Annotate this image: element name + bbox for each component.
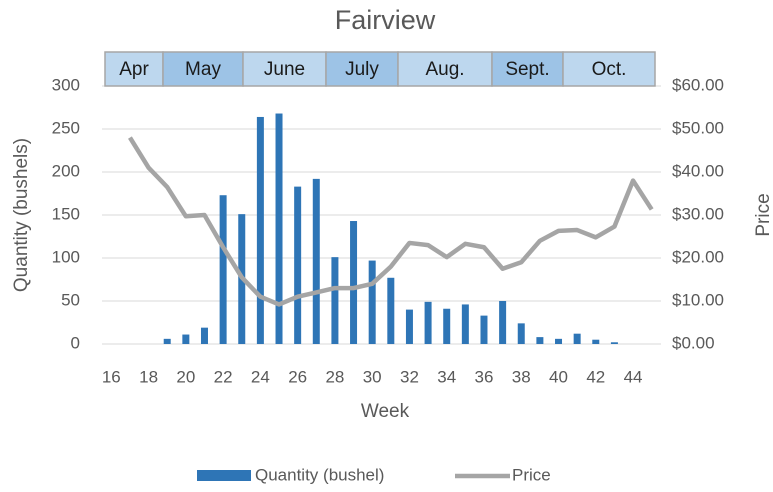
x-tick-label: 20 — [176, 367, 195, 386]
y-tick-label: 100 — [52, 247, 80, 266]
x-tick-label: 34 — [437, 367, 456, 386]
y-tick-label: 200 — [52, 161, 80, 180]
bar — [275, 113, 283, 345]
y-axis-title: Quantity (bushels) — [11, 138, 32, 292]
bar — [182, 334, 190, 344]
x-tick-label: 24 — [251, 367, 270, 386]
y-tick-label: 300 — [52, 75, 80, 94]
month-box — [491, 51, 564, 87]
month-box — [104, 51, 164, 87]
bar — [405, 309, 413, 344]
bar — [424, 301, 432, 344]
month-box — [562, 51, 656, 87]
bar — [294, 186, 302, 344]
x-tick-label: 22 — [214, 367, 233, 386]
month-label: Oct. — [592, 59, 627, 80]
x-tick-label: 28 — [325, 367, 344, 386]
y2-tick-label: $60.00 — [672, 75, 724, 94]
x-tick-label: 40 — [549, 367, 568, 386]
month-box — [162, 51, 244, 87]
bar — [350, 221, 358, 344]
month-label: Aug. — [425, 59, 464, 80]
bar — [461, 304, 469, 344]
bar — [499, 301, 507, 344]
y2-tick-label: $10.00 — [672, 290, 724, 309]
y2-tick-label: $30.00 — [672, 204, 724, 223]
bar — [368, 260, 376, 344]
bar — [163, 338, 171, 344]
y-tick-label: 150 — [52, 204, 80, 223]
y-tick-label: 250 — [52, 118, 80, 137]
bar — [480, 315, 488, 344]
legend-label: Quantity (bushel) — [255, 465, 384, 484]
x-tick-label: 16 — [102, 367, 121, 386]
y2-tick-label: $0.00 — [672, 333, 715, 352]
bar — [312, 178, 320, 344]
x-tick-label: 36 — [475, 367, 494, 386]
x-tick-label: 38 — [512, 367, 531, 386]
x-tick-label: 30 — [363, 367, 382, 386]
bar — [610, 342, 618, 344]
month-label: May — [185, 59, 221, 80]
x-tick-label: 32 — [400, 367, 419, 386]
month-label: Apr — [119, 59, 149, 80]
bar — [443, 308, 451, 344]
y2-tick-label: $20.00 — [672, 247, 724, 266]
month-label: July — [345, 59, 379, 80]
month-box — [242, 51, 327, 87]
month-label: Sept. — [505, 59, 549, 80]
x-axis-title: Week — [361, 401, 410, 422]
bar — [387, 277, 395, 344]
bar — [536, 337, 544, 344]
y-tick-label: 0 — [71, 333, 80, 352]
y2-tick-label: $40.00 — [672, 161, 724, 180]
bar — [592, 339, 600, 344]
x-tick-label: 44 — [624, 367, 643, 386]
x-tick-label: 26 — [288, 367, 307, 386]
bar — [200, 327, 208, 344]
bar — [256, 116, 264, 345]
price-line — [128, 136, 654, 307]
x-tick-label: 42 — [586, 367, 605, 386]
month-box — [397, 51, 493, 87]
bar — [555, 338, 563, 344]
y2-axis-title: Price — [753, 193, 773, 236]
bar — [331, 257, 339, 344]
legend-swatch — [197, 470, 251, 481]
month-box — [325, 51, 399, 87]
bar — [517, 323, 525, 344]
y-tick-label: 50 — [61, 290, 80, 309]
bar — [573, 333, 581, 344]
month-label: June — [264, 59, 305, 80]
bar — [219, 195, 227, 344]
chart-title: Fairview — [335, 5, 436, 35]
y2-tick-label: $50.00 — [672, 118, 724, 137]
legend-label: Price — [512, 465, 551, 484]
x-tick-label: 18 — [139, 367, 158, 386]
